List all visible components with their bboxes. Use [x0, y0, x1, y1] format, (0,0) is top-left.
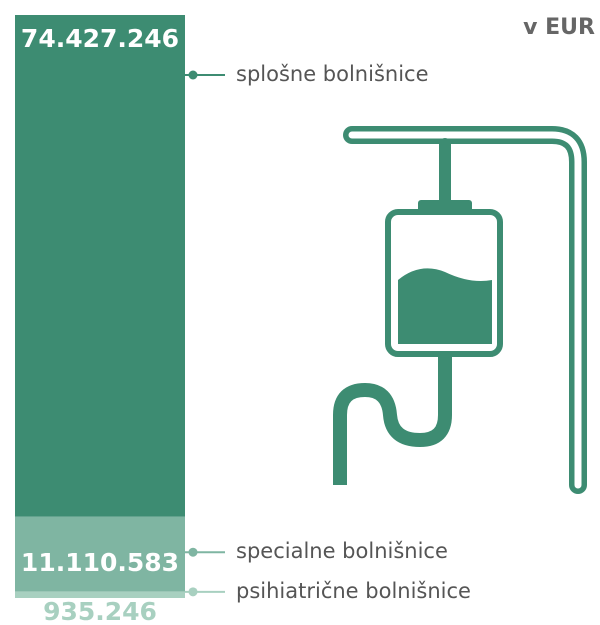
bar-segment [15, 516, 185, 592]
iv-illustration [333, 126, 587, 494]
value-label: 74.427.246 [21, 24, 179, 53]
value-label: 935.246 [43, 597, 157, 625]
bar-segment [15, 591, 185, 598]
connector-dot [188, 587, 198, 597]
category-label: specialne bolnišnice [236, 539, 448, 563]
connector-dot [188, 70, 198, 80]
bar-segment [15, 15, 185, 517]
category-label: splošne bolnišnice [236, 62, 429, 86]
category-label: psihiatrične bolnišnice [236, 579, 471, 603]
value-label: 11.110.583 [21, 548, 179, 577]
connector-dot [188, 547, 198, 557]
unit-label: v EUR [523, 15, 595, 40]
